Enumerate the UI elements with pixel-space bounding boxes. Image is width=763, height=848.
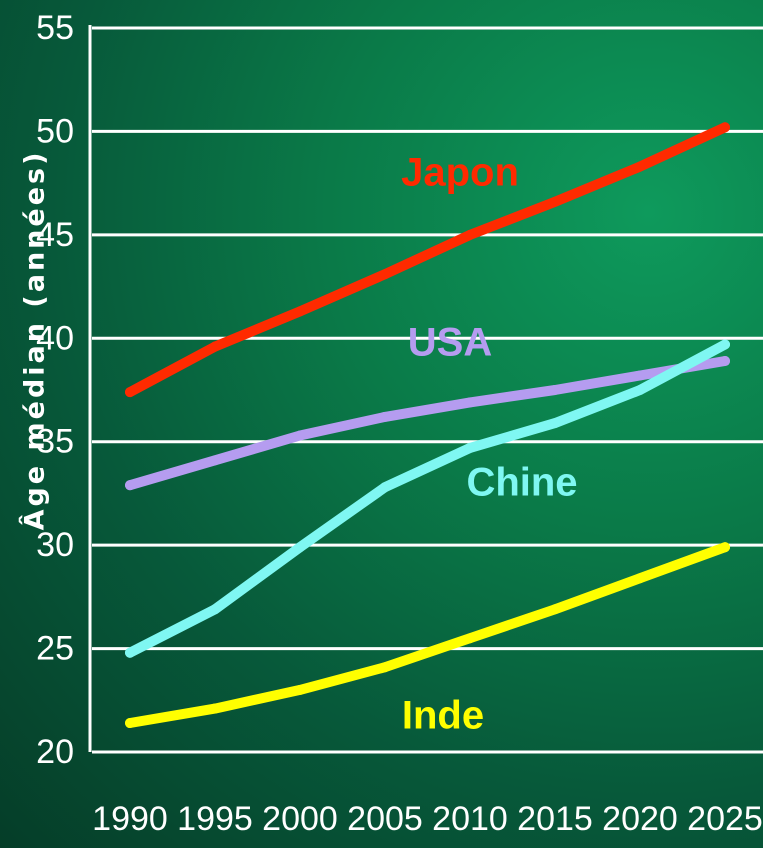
data-point-inde [380,662,390,673]
y-tick-label: 30 [36,526,74,564]
x-tick-label: 1995 [177,800,253,838]
data-point-japon [380,269,390,280]
data-point-japon [465,229,475,240]
y-tick-label: 40 [36,319,74,357]
data-point-usa [210,455,220,466]
data-point-inde [635,573,645,584]
x-tick-labels: 1990 1995 2000 2005 2010 2015 2020 2025 [92,800,763,838]
data-point-usa [125,480,135,491]
x-tick-label: 2010 [432,800,508,838]
data-point-japon [210,341,220,352]
x-tick-label: 2025 [687,800,763,838]
data-point-chine [720,339,730,350]
data-point-chine [125,647,135,658]
y-axis-label: Âge médian (années) [19,150,51,531]
series-label-japon: Japon [401,151,519,195]
data-point-usa [635,370,645,381]
x-tick-label: 2020 [602,800,678,838]
y-tick-label: 55 [36,9,74,47]
data-point-chine [635,385,645,395]
y-tick-labels: 20 25 30 35 40 45 50 55 [36,9,74,771]
series-line-japon [125,122,730,398]
y-tick-label: 35 [36,423,74,461]
data-point-inde [465,633,475,644]
data-point-usa [465,397,475,408]
x-tick-label: 2000 [262,800,338,838]
data-point-usa [550,385,560,395]
data-point-inde [125,718,135,729]
series-line-chine [125,339,730,658]
data-point-japon [550,196,560,207]
data-point-chine [465,442,475,453]
data-point-inde [210,703,220,714]
data-point-japon [125,387,135,398]
x-tick-label: 2015 [517,800,593,838]
data-point-chine [380,482,390,493]
data-point-usa [295,430,305,441]
x-tick-label: 1990 [92,800,168,838]
data-point-japon [720,122,730,133]
data-point-usa [380,411,390,422]
y-tick-label: 45 [36,216,74,254]
data-point-chine [550,418,560,429]
series-label-inde: Inde [402,694,484,738]
series-labels: Japon USA Chine Inde [401,151,577,738]
x-tick-label: 2005 [347,800,423,838]
data-point-japon [295,306,305,317]
series-line-inde [125,542,730,728]
grid-lines [92,26,763,754]
data-point-japon [635,161,645,172]
series-line-usa [125,356,730,491]
data-point-chine [210,604,220,615]
data-point-inde [550,604,560,615]
series-label-chine: Chine [466,461,577,505]
y-tick-label: 50 [36,112,74,150]
series-lines [125,122,730,729]
y-tick-label: 25 [36,630,74,668]
y-tick-label: 20 [36,733,74,771]
series-label-usa: USA [408,321,492,365]
data-point-chine [295,542,305,553]
data-point-inde [720,542,730,553]
data-point-usa [720,356,730,367]
data-point-inde [295,684,305,695]
